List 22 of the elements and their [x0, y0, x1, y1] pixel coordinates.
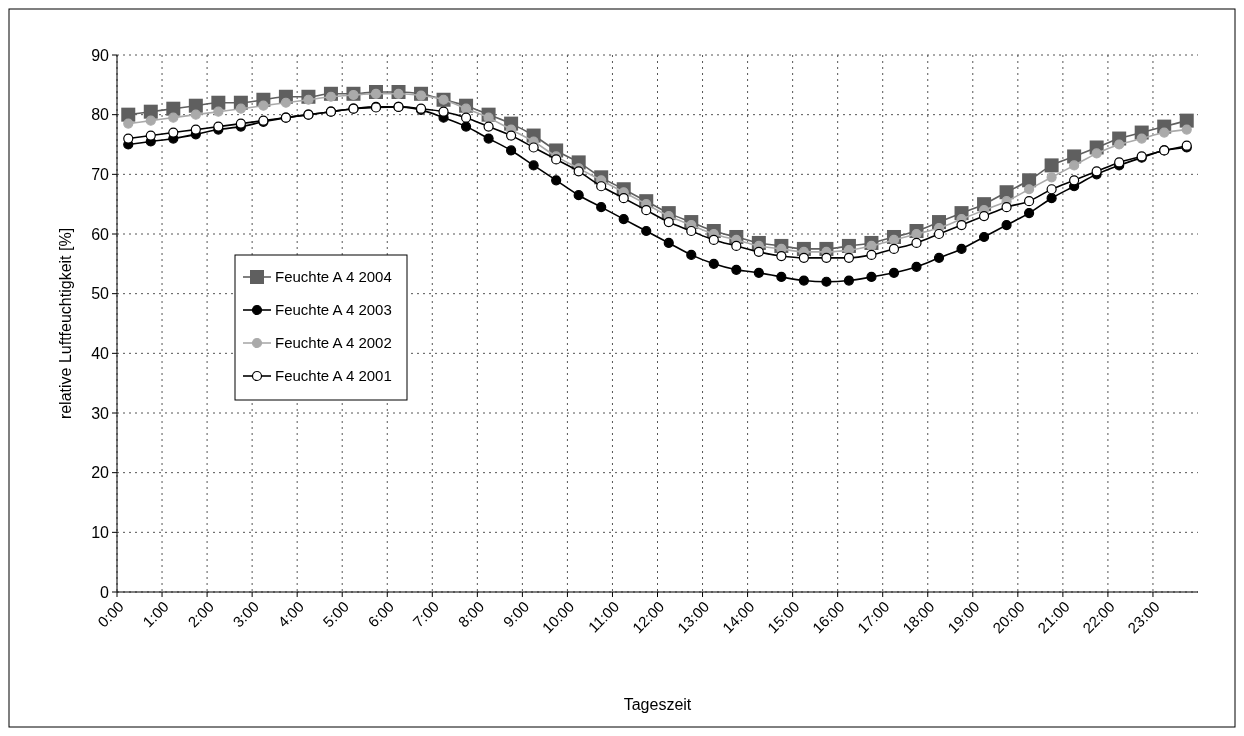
x-tick-label: 6:00	[364, 597, 398, 631]
x-tick-label: 3:00	[229, 597, 262, 631]
x-tick-label: 9:00	[499, 597, 533, 631]
legend-label: Feuchte A 4 2001	[275, 367, 392, 385]
y-tick-label: 20	[91, 464, 110, 482]
y-tick-label: 30	[91, 404, 110, 422]
x-tick-label: 8:00	[454, 597, 488, 631]
y-tick-label: 70	[91, 165, 110, 183]
x-tick-label: 4:00	[274, 597, 307, 631]
y-tick-label: 90	[91, 46, 110, 64]
y-tick-label: 80	[91, 106, 110, 124]
y-tick-label: 50	[91, 285, 110, 303]
legend-label: Feuchte A 4 2004	[275, 268, 392, 286]
y-tick-label: 10	[91, 523, 110, 541]
x-axis-title: Tageszeit	[623, 696, 692, 713]
legend-label: Feuchte A 4 2003	[275, 301, 392, 319]
x-tick-label: 5:00	[319, 597, 353, 631]
y-tick-label: 40	[91, 344, 110, 362]
x-tick-label: 7:00	[409, 597, 443, 631]
legend-label: Feuchte A 4 2002	[275, 334, 392, 352]
y-axis-title: relative Luftfeuchtigkeit [%]	[57, 227, 74, 420]
y-tick-label: 60	[91, 225, 110, 243]
